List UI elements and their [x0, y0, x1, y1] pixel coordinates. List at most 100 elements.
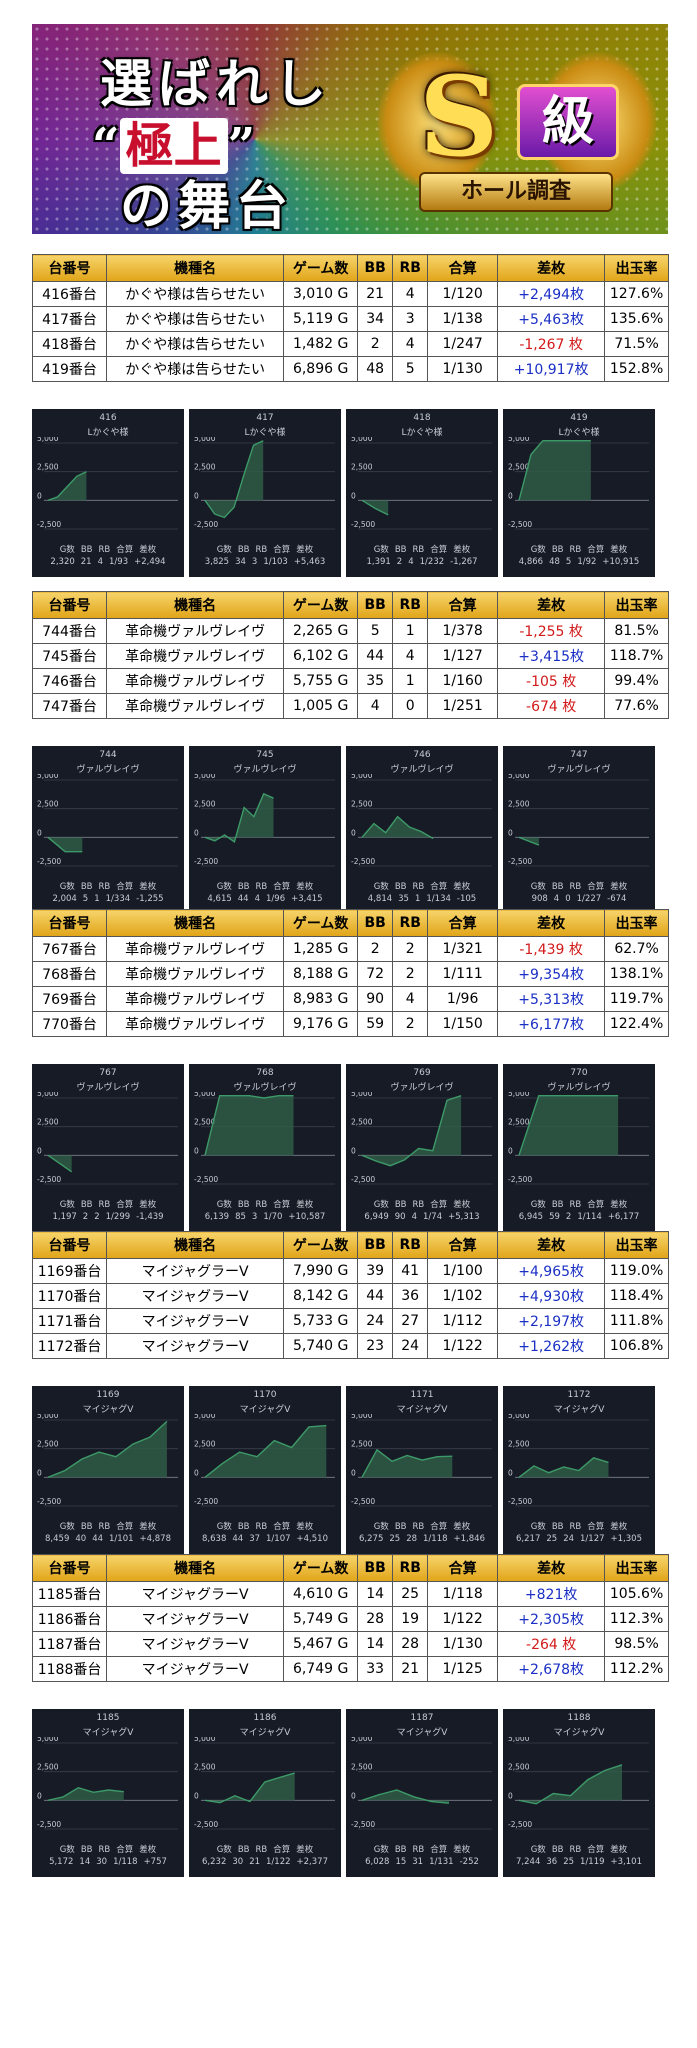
table-row: 768番台 革命機ヴァルヴレイヴ 8,188 G 72 2 1/111 +9,354枚 138…: [31, 961, 669, 987]
chart-plot: 5,000 2,500 0 -2,500: [351, 1092, 492, 1185]
stat-g: 4,615: [207, 894, 232, 904]
cell-no: 746番台: [31, 668, 108, 694]
stat-bb: 44: [232, 1534, 244, 1544]
stat-header: BB: [394, 882, 407, 892]
y-tick-label: 0: [508, 828, 513, 837]
stat-header: BB: [80, 1845, 93, 1855]
cell-model: マイジャグラーV: [106, 1631, 285, 1657]
stat-header: 差枚: [610, 1522, 628, 1532]
stat-diff: +4,510: [296, 1534, 328, 1544]
stat-header: G数: [59, 1522, 75, 1532]
cell-games: 5,119 G: [283, 306, 359, 332]
stat-header: 合算: [116, 1845, 134, 1855]
cell-rate: 152.8%: [604, 356, 669, 382]
cell-bb: 23: [357, 1333, 394, 1359]
stat-header: 合算: [430, 1200, 448, 1210]
stat-g: 6,949: [364, 1212, 389, 1222]
stat-header: G数: [59, 882, 75, 892]
stat-diff: -105: [456, 894, 477, 904]
cell-model: かぐや様は告らせたい: [106, 306, 285, 332]
y-tick-label: 0: [194, 491, 199, 500]
cell-games: 8,188 G: [283, 961, 359, 987]
cell-total: 1/160: [427, 668, 499, 694]
column-header: RB: [392, 254, 429, 282]
stat-g: 2,004: [52, 894, 77, 904]
stat-total: 1/334: [105, 894, 131, 904]
stat-header: 差枚: [453, 1845, 471, 1855]
cell-rate: 118.7%: [604, 643, 669, 669]
stat-rb: 0: [565, 894, 571, 904]
slump-area: [362, 1449, 453, 1478]
slump-line: [204, 1095, 294, 1156]
cell-model: マイジャグラーV: [106, 1656, 285, 1682]
chart-plot: 5,000 2,500 0 -2,500: [351, 774, 492, 867]
slump-line: [518, 1457, 609, 1478]
chart-stat-values: 7,244 36 25 1/119 +3,101: [503, 1857, 655, 1867]
slump-chart: 416 Lかぐや様 5,000 2,500 0 -2,500 G数 BB RB 合算 差枚 2,320…: [32, 409, 184, 577]
y-tick-label: 0: [508, 491, 513, 500]
slump-line: [47, 471, 87, 501]
cell-bb: 2: [357, 936, 394, 962]
cell-total: 1/122: [427, 1333, 499, 1359]
slump-chart: 747 ヴァルヴレイヴ 5,000 2,500 0 -2,500 G数 BB RB 合算 差枚 908…: [503, 746, 655, 914]
cell-model: 革命機ヴァルヴレイヴ: [106, 643, 285, 669]
y-tick-label: 0: [37, 1146, 42, 1155]
column-header: ゲーム数: [283, 1231, 359, 1259]
badge-ribbon: ホール調査: [419, 172, 613, 212]
stat-bb: 59: [549, 1212, 560, 1222]
stat-header: 差枚: [610, 1845, 628, 1855]
stat-rb: 1: [94, 894, 100, 904]
y-tick-label: -2,500: [351, 1820, 375, 1829]
column-header: 台番号: [31, 1554, 108, 1582]
stat-header: G数: [373, 1200, 389, 1210]
cell-games: 9,176 G: [283, 1011, 359, 1037]
chart-machine-name: マイジャグV: [239, 1728, 291, 1738]
cell-model: マイジャグラーV: [106, 1283, 285, 1309]
y-tick-label: -2,500: [508, 1175, 532, 1184]
stat-header: 合算: [587, 545, 605, 555]
stat-bb: 40: [75, 1534, 87, 1544]
stat-diff: -1,255: [136, 894, 164, 904]
cell-rate: 112.3%: [604, 1606, 669, 1632]
cell-bb: 14: [357, 1631, 394, 1657]
slump-line: [361, 499, 389, 516]
stat-header: 差枚: [453, 1200, 471, 1210]
slump-line: [518, 1764, 623, 1805]
stat-header: RB: [569, 1200, 582, 1210]
cell-no: 1170番台: [31, 1283, 108, 1309]
stat-header: 差枚: [610, 1200, 628, 1210]
y-tick-label: 0: [351, 1468, 356, 1477]
chart-stat-headers: G数 BB RB 合算 差枚: [189, 1520, 341, 1532]
cell-bb: 14: [357, 1581, 394, 1607]
cell-no: 1185番台: [31, 1581, 108, 1607]
stat-rb: 24: [563, 1534, 575, 1544]
stat-header: BB: [237, 545, 250, 555]
stat-rb: 2: [94, 1212, 100, 1222]
y-tick-label: 5,000: [37, 774, 59, 780]
stat-header: 合算: [273, 1200, 291, 1210]
stat-header: 合算: [587, 1522, 605, 1532]
banner-line1: 選ばれし: [100, 54, 333, 115]
cell-no: 418番台: [31, 331, 108, 357]
chart-stat-headers: G数 BB RB 合算 差枚: [32, 880, 184, 892]
y-tick-label: 0: [508, 1146, 513, 1155]
stat-g: 4,866: [518, 557, 544, 567]
slump-chart: 744 ヴァルヴレイヴ 5,000 2,500 0 -2,500 G数 BB RB 合算 差枚 2,0…: [32, 746, 184, 914]
stat-header: BB: [237, 1522, 250, 1532]
stat-header: 差枚: [296, 1522, 314, 1532]
chart-machine-number: 744: [99, 750, 117, 760]
column-header: ゲーム数: [283, 591, 359, 619]
y-tick-label: -2,500: [194, 857, 218, 866]
cell-total: 1/102: [427, 1283, 499, 1309]
cell-games: 3,010 G: [283, 281, 359, 307]
column-header: 差枚: [497, 591, 606, 619]
y-tick-label: 2,500: [194, 1440, 216, 1449]
slump-line: [204, 792, 274, 844]
column-header: 機種名: [106, 909, 285, 937]
slump-area: [362, 816, 434, 839]
stat-rb: 1: [414, 894, 421, 904]
stat-total: 1/227: [576, 894, 602, 904]
stat-header: G数: [216, 1845, 232, 1855]
stat-header: RB: [412, 882, 425, 892]
cell-no: 1172番台: [31, 1333, 108, 1359]
